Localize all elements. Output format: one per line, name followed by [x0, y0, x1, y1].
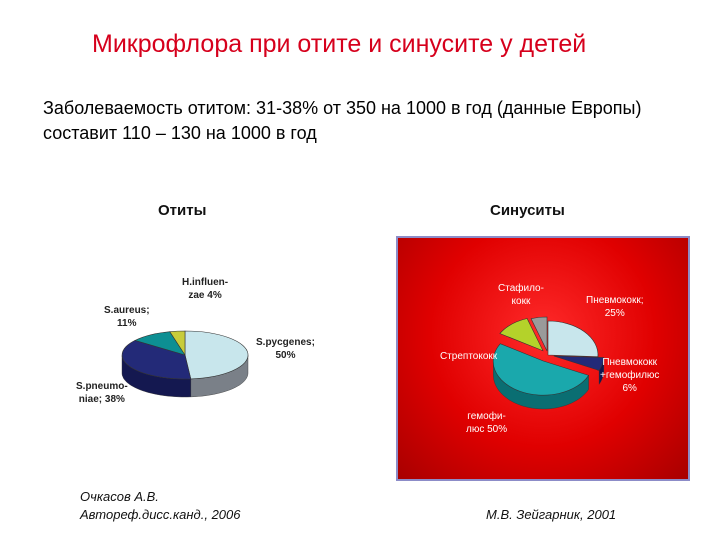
- sinusitis-chart-title: Синуситы: [490, 202, 565, 219]
- sinusitis-label-staphylococcus-line1: Стафило-: [498, 283, 544, 294]
- otitis-source-author: Очкасов А.В.: [80, 489, 159, 504]
- slide-subtitle: Заболеваемость отитом: 31-38% от 350 на …: [43, 98, 642, 143]
- otitis-label-spneumoniae-line2: niae; 38%: [78, 394, 125, 405]
- sinusitis-label-pneumo-haemophilus-line1: Пневмококк: [602, 357, 658, 368]
- otitis-slice-0: [184, 330, 249, 380]
- otitis-label-hinfluenzae: H.influen- zae 4%: [182, 276, 228, 302]
- otitis-label-spyogenes-line1: S.pycgenes;: [256, 337, 315, 348]
- sinusitis-label-haemophilus-line1: гемофи-: [467, 411, 506, 422]
- otitis-label-hinfluenzae-line1: H.influen-: [182, 277, 229, 288]
- sinusitis-source: М.В. Зейгарник, 2001: [486, 506, 616, 524]
- sinusitis-label-pneumococcus-line2: 25%: [604, 308, 625, 319]
- otitis-source: Очкасов А.В. Автореф.дисс.канд., 2006: [80, 488, 241, 524]
- otitis-label-spyogenes-line2: 50%: [275, 350, 296, 361]
- sinusitis-source-ref: М.В. Зейгарник, 2001: [486, 507, 617, 522]
- sinusitis-slice-0: [547, 320, 599, 358]
- sinusitis-label-haemophilus: гемофи- люс 50%: [466, 410, 507, 436]
- otitis-label-spneumoniae: S.pneumo- niae; 38%: [76, 380, 128, 406]
- otitis-label-spyogenes: S.pycgenes; 50%: [256, 336, 315, 362]
- sinusitis-slice-4: [530, 316, 548, 352]
- otitis-source-ref: Автореф.дисс.канд., 2006: [80, 507, 241, 522]
- sinusitis-label-pneumo-haemophilus: Пневмококк +гемофилюс 6%: [600, 356, 659, 395]
- sinusitis-label-staphylococcus: Стафило- кокк: [498, 282, 544, 308]
- sinusitis-slice-3: [499, 318, 544, 352]
- sinusitis-label-pneumococcus: Пневмококк; 25%: [586, 294, 644, 320]
- sinusitis-label-pneumo-haemophilus-line3: 6%: [622, 383, 637, 394]
- sinusitis-label-staphylococcus-line2: кокк: [511, 296, 531, 307]
- sinusitis-chart-panel: [396, 236, 690, 481]
- otitis-slice-3: [169, 330, 186, 357]
- sinusitis-label-streptococcus: Стрептококк: [440, 350, 497, 363]
- otitis-slice-1: [121, 340, 192, 380]
- otitis-chart-title: Отиты: [158, 202, 207, 219]
- sinusitis-slice-1: [553, 355, 605, 371]
- otitis-label-hinfluenzae-line2: zae 4%: [188, 290, 222, 301]
- sinusitis-label-pneumo-haemophilus-line2: +гемофилюс: [600, 370, 660, 381]
- sinusitis-label-pneumococcus-line1: Пневмококк;: [586, 295, 644, 306]
- sinusitis-label-haemophilus-line2: люс 50%: [466, 424, 508, 435]
- otitis-label-saureus: S.aureus; 11%: [104, 304, 150, 330]
- sinusitis-slice-2: [492, 343, 590, 396]
- otitis-label-saureus-line2: 11%: [117, 318, 137, 329]
- otitis-label-saureus-line1: S.aureus;: [104, 305, 150, 316]
- sinusitis-label-streptococcus-line1: Стрептококк: [440, 351, 498, 362]
- otitis-label-spneumoniae-line1: S.pneumo-: [76, 381, 128, 392]
- slide-title: Микрофлора при отите и синусите у детей: [92, 30, 587, 58]
